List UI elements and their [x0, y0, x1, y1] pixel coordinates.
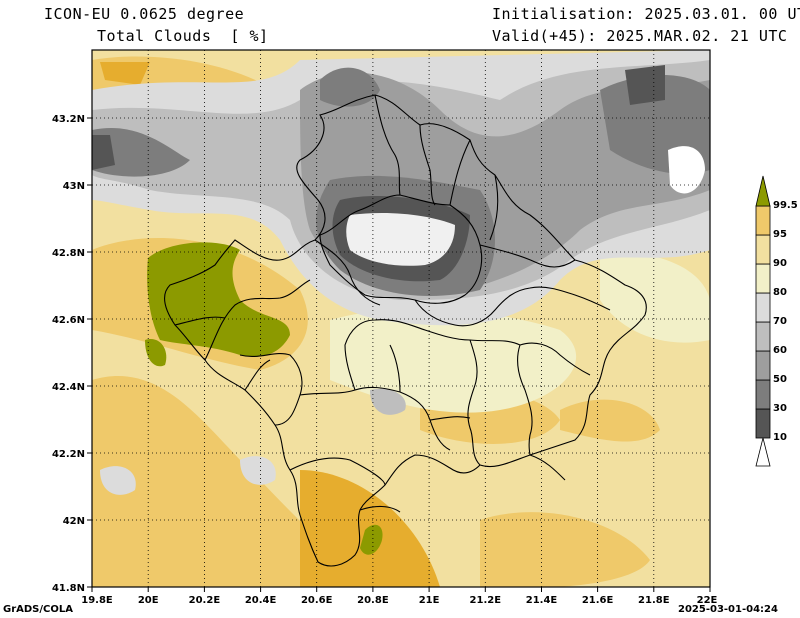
lat-label: 42.2N — [52, 449, 85, 460]
lon-label: 20.6E — [301, 595, 333, 606]
longitude-labels: 19.8E 20E 20.2E 20.4E 20.6E 20.8E 21E 21… — [81, 595, 717, 606]
colorbar-labels: 10 30 50 60 70 80 90 95 99.5 — [773, 200, 798, 443]
initialisation-time: Initialisation: 2025.03.01. 00 UTC — [492, 5, 800, 23]
lon-label: 22E — [697, 595, 718, 606]
latitude-labels: 43.2N 43N 42.8N 42.6N 42.4N 42.2N 42N 41… — [52, 114, 85, 594]
colorbar-label: 30 — [773, 403, 787, 414]
colorbar-swatch — [755, 379, 771, 410]
colorbar-label: 90 — [773, 258, 787, 269]
run-timestamp: 2025-03-01-04:24 — [678, 604, 778, 615]
lat-label: 42.6N — [52, 315, 85, 326]
lon-label: 21.4E — [526, 595, 558, 606]
lat-label: 42N — [63, 516, 85, 527]
lon-label: 20.2E — [189, 595, 221, 606]
colorbar-label: 60 — [773, 345, 787, 356]
colorbar-swatch — [755, 175, 771, 207]
lon-label: 21E — [419, 595, 440, 606]
lon-label: 21.8E — [638, 595, 670, 606]
lat-label: 43.2N — [52, 114, 85, 125]
lon-label: 20.8E — [357, 595, 389, 606]
lat-label: 42.4N — [52, 382, 85, 393]
axis-ticks — [87, 117, 711, 592]
lat-label: 43N — [63, 181, 85, 192]
model-title: ICON-EU 0.0625 degree — [44, 5, 245, 23]
colorbar-swatch — [755, 263, 771, 294]
colorbar-label: 95 — [773, 229, 787, 240]
colorbar-label: 99.5 — [773, 200, 798, 211]
lon-label: 21.6E — [582, 595, 614, 606]
colorbar-label: 50 — [773, 374, 787, 385]
colorbar-label: 80 — [773, 287, 787, 298]
colorbar-swatch — [755, 350, 771, 381]
colorbar-swatch — [755, 234, 771, 265]
lon-label: 19.8E — [81, 595, 113, 606]
cloud-field — [92, 50, 710, 587]
lat-label: 42.8N — [52, 248, 85, 259]
colorbar-label: 10 — [773, 432, 787, 443]
colorbar-swatch — [755, 205, 771, 236]
colorbar — [755, 175, 771, 467]
colorbar-swatch — [755, 437, 771, 467]
colorbar-swatch — [755, 408, 771, 439]
lon-label: 20.4E — [245, 595, 277, 606]
colorbar-label: 70 — [773, 316, 787, 327]
lon-label: 21.2E — [470, 595, 502, 606]
field-title: Total Clouds [ %] — [97, 27, 269, 45]
valid-time: Valid(+45): 2025.MAR.02. 21 UTC — [492, 27, 788, 45]
lat-label: 41.8N — [52, 583, 85, 594]
graticule — [92, 50, 710, 587]
grads-credit: GrADS/COLA — [3, 604, 73, 615]
colorbar-swatch — [755, 321, 771, 352]
colorbar-swatch — [755, 292, 771, 323]
lon-label: 20E — [138, 595, 159, 606]
